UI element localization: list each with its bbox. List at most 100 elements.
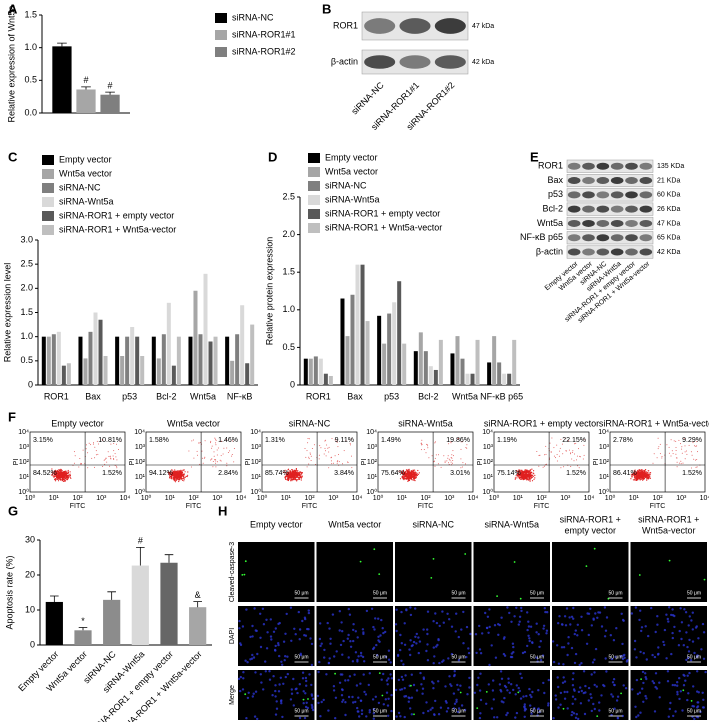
nucleus (573, 712, 575, 714)
flow-dot (531, 469, 532, 470)
nucleus (310, 684, 312, 686)
flow-dot (695, 446, 696, 447)
nucleus (692, 685, 694, 687)
nucleus (242, 671, 244, 673)
flow-dot (288, 479, 289, 480)
nucleus (515, 607, 517, 609)
micro-image: 50 μm (395, 670, 472, 720)
flow-dot (116, 466, 117, 467)
nucleus (531, 691, 533, 693)
nucleus (567, 642, 569, 644)
nucleus (689, 615, 691, 617)
flow-dot (305, 448, 306, 449)
nucleus (654, 686, 656, 688)
flow-dot (337, 446, 338, 447)
flow-dot (466, 448, 467, 449)
nucleus (349, 675, 351, 677)
nucleus (670, 653, 672, 655)
flow-dot (320, 447, 321, 448)
quadrant-value: 2.78% (613, 437, 633, 444)
nucleus (506, 606, 508, 608)
micro-image: 50 μm (631, 606, 708, 666)
nucleus (479, 673, 481, 675)
nucleus (242, 625, 244, 627)
nucleus (455, 613, 457, 615)
flow-dot (672, 450, 673, 451)
nucleus (388, 650, 390, 652)
flow-dot (218, 448, 219, 449)
flow-dot (302, 476, 303, 477)
flow-dot (197, 451, 198, 452)
flow-dot (448, 455, 449, 456)
nucleus (309, 637, 311, 639)
flow-dot (292, 475, 293, 476)
flow-dot (650, 474, 651, 475)
flow-dot (59, 470, 60, 471)
nucleus (696, 625, 698, 627)
flow-dot (338, 454, 339, 455)
flow-dot (307, 450, 308, 451)
flow-dot (233, 461, 234, 462)
nucleus (457, 689, 459, 691)
bar (57, 332, 61, 385)
flow-dot (538, 466, 539, 467)
nucleus (290, 607, 292, 609)
nucleus (390, 694, 392, 696)
nucleus (468, 677, 470, 679)
nucleus (683, 644, 685, 646)
nucleus (295, 688, 297, 690)
x-tick-label: 10⁴ (468, 495, 479, 502)
nucleus (657, 646, 659, 648)
nucleus (678, 677, 680, 679)
flow-dot (58, 480, 59, 481)
nucleus (295, 633, 297, 635)
legend-swatch (42, 197, 54, 207)
blot-label: p53 (548, 189, 563, 199)
nucleus (408, 697, 410, 699)
nucleus (558, 663, 560, 665)
nucleus (254, 671, 256, 673)
y-tick-label: 1.0 (20, 331, 33, 341)
nucleus (592, 661, 594, 663)
nucleus (578, 691, 580, 693)
flow-dot (215, 461, 216, 462)
y-tick-label: 10⁰ (598, 488, 609, 496)
nucleus (697, 705, 699, 707)
nucleus (404, 622, 406, 624)
flow-dot (68, 476, 69, 477)
flow-dot (319, 455, 320, 456)
nucleus (642, 682, 644, 684)
flow-dot (215, 459, 216, 460)
nucleus (456, 684, 458, 686)
nucleus (321, 643, 323, 645)
flow-dot (460, 458, 461, 459)
flow-dot (544, 466, 545, 467)
y-tick-label: 1.5 (24, 9, 37, 19)
nucleus (328, 627, 330, 629)
quadrant-value: 75.64% (381, 470, 405, 477)
green-signal (244, 574, 246, 576)
y-tick-label: 10⁴ (598, 429, 609, 436)
flow-dot (526, 474, 527, 475)
flow-dot (187, 471, 188, 472)
blot-band (568, 234, 581, 241)
nucleus (526, 645, 528, 647)
flow-dot (550, 443, 551, 444)
flow-dot (643, 474, 644, 475)
flow-dot (179, 479, 180, 480)
scale-label: 50 μm (452, 590, 466, 596)
flow-dot (641, 470, 642, 471)
column-header: siRNA-ROR1 + (638, 514, 699, 524)
error-bar (107, 592, 116, 600)
nucleus (572, 703, 574, 705)
green-signal (245, 560, 247, 562)
flow-dot (175, 479, 176, 480)
flow-dot (214, 456, 215, 457)
flow-dot (109, 456, 110, 457)
flow-dot (314, 444, 315, 445)
flow-dot (285, 477, 286, 478)
bar (497, 362, 501, 385)
nucleus (263, 623, 265, 625)
nucleus (341, 701, 343, 703)
nucleus (676, 681, 678, 683)
